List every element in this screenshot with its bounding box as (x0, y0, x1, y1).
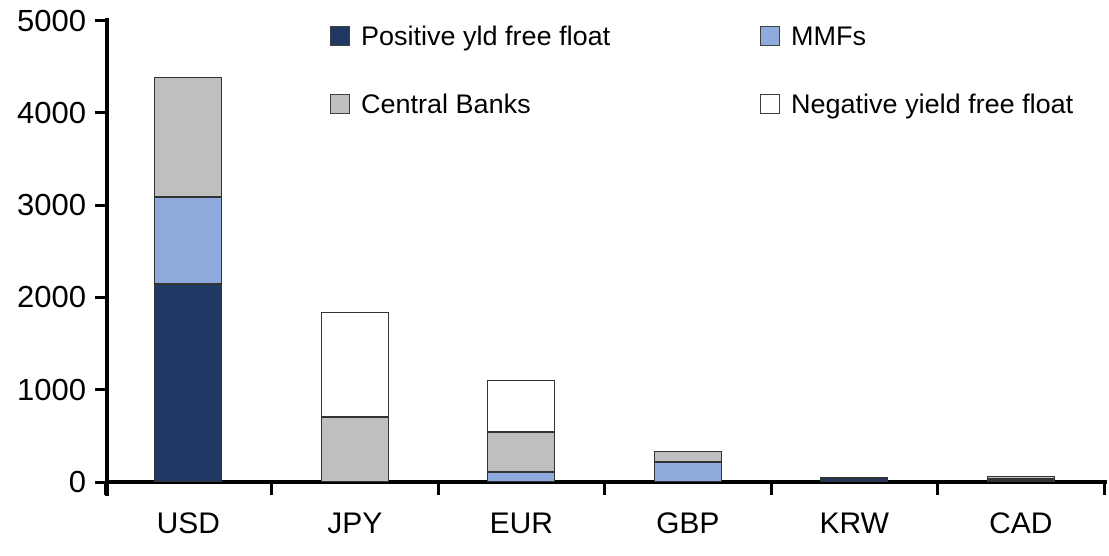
legend-item-positive-yld-free-float: Positive yld free float (330, 19, 610, 53)
x-tick (436, 482, 440, 495)
bar-segment-cad-mmfs (986, 479, 1055, 482)
legend-swatch-negative-yield-free-float (760, 94, 780, 114)
x-tick (270, 482, 273, 495)
x-tick (603, 482, 606, 495)
legend-item-central-banks: Central Banks (330, 87, 531, 121)
x-tick (769, 482, 773, 495)
bar-segment-eur-central-banks (487, 432, 556, 473)
bar-segment-jpy-central-banks (320, 417, 389, 482)
x-category-label: GBP (656, 507, 720, 540)
y-tick (95, 480, 105, 484)
bar-segment-cad-central-banks (986, 476, 1055, 480)
legend-label: MMFs (791, 21, 866, 51)
bar-segment-jpy-negative-yield-free-float (320, 311, 389, 418)
bar-segment-usd-mmfs (154, 196, 223, 284)
y-tick-label: 3000 (17, 187, 86, 223)
legend-item-negative-yield-free-float: Negative yield free float (760, 87, 1073, 121)
y-tick (95, 295, 105, 299)
x-category-label: KRW (819, 507, 889, 540)
bar-segment-eur-mmfs (487, 472, 556, 482)
y-tick (95, 111, 105, 115)
legend-item-mmfs: MMFs (760, 19, 866, 53)
x-tick (936, 482, 939, 495)
bar-segment-gbp-central-banks (653, 451, 722, 463)
y-tick-label: 5000 (17, 2, 86, 38)
bar-segment-krw-mmfs (820, 476, 889, 479)
y-tick (95, 388, 105, 392)
x-tick (1102, 482, 1106, 495)
y-tick-label: 0 (68, 464, 86, 499)
y-tick-label: 4000 (17, 94, 86, 130)
bar-segment-eur-negative-yield-free-float (487, 379, 556, 433)
y-axis (105, 18, 109, 496)
bar-segment-usd-positive-yld-free-float (154, 283, 223, 482)
bar-segment-gbp-mmfs (653, 462, 722, 482)
x-axis (105, 480, 1107, 484)
x-category-label: USD (156, 507, 220, 540)
legend-label: Negative yield free float (791, 89, 1074, 119)
legend-swatch-mmfs (760, 26, 780, 46)
y-tick (95, 203, 105, 207)
x-category-label: CAD (989, 507, 1053, 540)
y-tick-label: 1000 (17, 371, 86, 407)
x-category-label: JPY (327, 507, 383, 540)
y-tick-label: 2000 (17, 279, 86, 315)
y-tick (95, 19, 105, 22)
legend-label: Central Banks (361, 89, 531, 119)
legend-label: Positive yld free float (361, 21, 611, 51)
bar-segment-usd-central-banks (154, 77, 223, 197)
x-tick (103, 482, 107, 495)
legend-swatch-central-banks (330, 94, 350, 114)
x-category-label: EUR (489, 507, 553, 540)
legend-swatch-positive-yld-free-float (330, 26, 350, 46)
